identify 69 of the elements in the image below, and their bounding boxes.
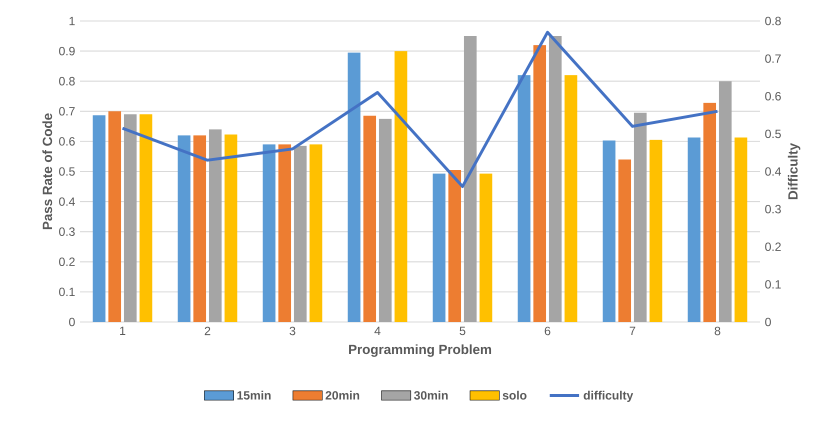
y2-tick-label: 0.6 xyxy=(765,92,781,100)
bar xyxy=(108,111,122,322)
y2-tick-label: 0.2 xyxy=(765,242,781,251)
y-tick-label: 0.8 xyxy=(59,76,75,86)
bar xyxy=(262,144,276,322)
bar xyxy=(618,159,632,322)
y2-tick-label: 0.5 xyxy=(765,130,781,138)
legend-label: 15min xyxy=(237,390,271,400)
bar xyxy=(718,81,732,322)
bar xyxy=(602,140,616,322)
legend-label: solo xyxy=(502,390,526,400)
x-tick-label: 4 xyxy=(374,326,380,335)
bar xyxy=(650,140,662,322)
bar xyxy=(363,116,376,322)
y2-tick-label: 0.1 xyxy=(765,280,781,289)
y2-axis-title: Difficulty xyxy=(788,143,800,200)
legend-label: difficulty xyxy=(584,390,634,402)
x-tick-label: 3 xyxy=(290,326,296,336)
x-tick-label: 2 xyxy=(204,326,210,336)
bar xyxy=(448,170,462,322)
y2-tick-label: 0.4 xyxy=(765,167,782,176)
y-tick-label: 0.9 xyxy=(59,46,75,56)
bar xyxy=(480,174,492,322)
bar xyxy=(224,134,238,322)
y-tick-label: 0 xyxy=(69,318,75,326)
legend-label: 30min xyxy=(414,390,448,400)
y-tick-label: 0.6 xyxy=(59,137,75,146)
y2-tick-label: 0.8 xyxy=(765,16,781,26)
x-tick-label: 5 xyxy=(460,326,466,336)
bar xyxy=(518,75,530,322)
bar xyxy=(634,112,647,322)
y-tick-label: 1 xyxy=(70,16,75,26)
bar xyxy=(394,51,408,322)
bar xyxy=(193,135,206,322)
bar xyxy=(564,75,578,322)
y-tick-label: 0.7 xyxy=(59,107,75,116)
x-tick-label: 6 xyxy=(544,326,550,336)
y2-tick-label: 0.3 xyxy=(765,204,781,214)
bar xyxy=(703,102,716,322)
bar xyxy=(734,137,748,322)
x-tick-label: 7 xyxy=(630,326,636,335)
bar xyxy=(178,135,190,322)
y-tick-label: 0.2 xyxy=(59,258,75,266)
y-tick-label: 0.1 xyxy=(59,288,75,296)
y2-tick-label: 0 xyxy=(765,318,771,326)
bar xyxy=(533,45,546,322)
x-tick-label: 1 xyxy=(120,326,126,335)
bar xyxy=(378,118,392,322)
bar xyxy=(310,144,322,322)
y2-tick-label: 0.7 xyxy=(765,54,781,63)
bar xyxy=(348,52,360,322)
y-tick-label: 0.3 xyxy=(59,227,75,236)
bar xyxy=(124,114,137,322)
line-series xyxy=(121,30,719,188)
bar xyxy=(548,36,562,322)
bar xyxy=(92,115,106,322)
bar xyxy=(432,174,446,322)
y-tick-label: 0.5 xyxy=(59,167,75,176)
bar xyxy=(294,146,307,322)
y-axis-title: Pass Rate of Code xyxy=(42,113,52,230)
bar xyxy=(208,129,222,322)
bar xyxy=(464,36,477,322)
x-tick-label: 8 xyxy=(714,326,720,336)
legend-label: 20min xyxy=(326,390,360,400)
bar xyxy=(278,144,292,322)
bar xyxy=(688,137,700,322)
bar xyxy=(140,114,152,322)
y-tick-label: 0.4 xyxy=(59,197,75,206)
x-axis-title: Programming Problem xyxy=(349,344,492,357)
